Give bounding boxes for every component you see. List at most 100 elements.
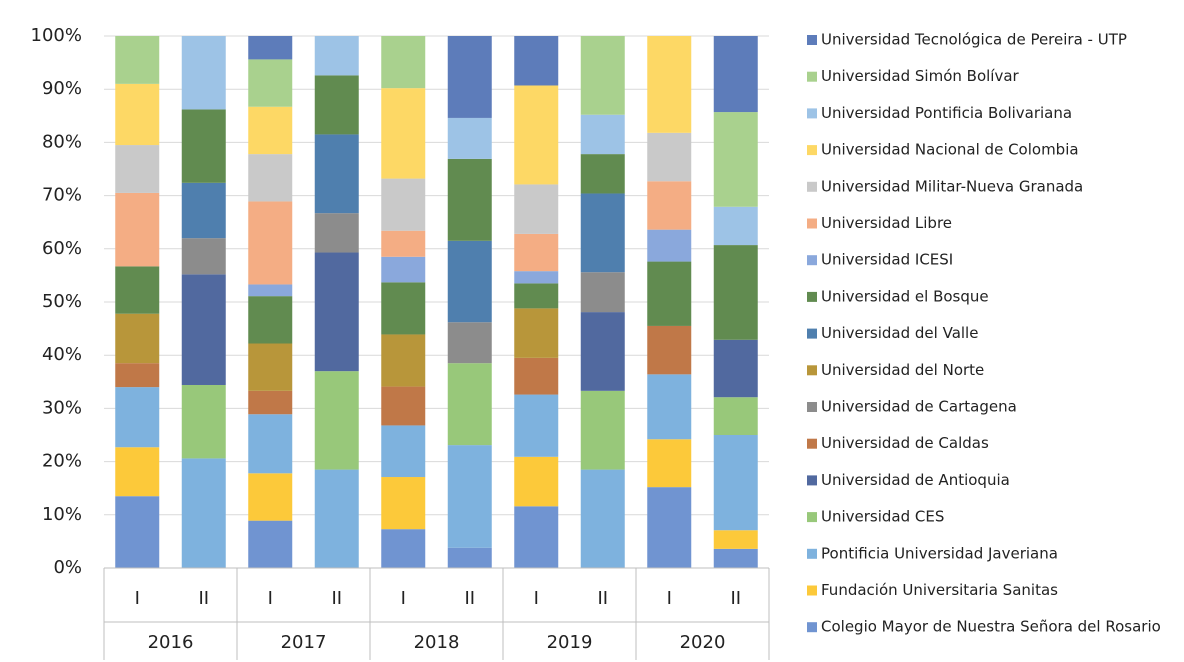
bar-segment [115,496,160,568]
legend-label: Universidad Libre [821,214,952,232]
x-tick-label: I [667,588,672,609]
y-tick-label: 50% [42,291,82,312]
bar-segment [248,343,293,391]
bar-segment [580,36,625,115]
bar-segment [580,193,625,273]
group-label: 2018 [414,632,460,653]
bar-segment [713,206,758,246]
legend-label: Universidad Militar-Nueva Granada [821,177,1083,195]
y-tick-label: 10% [42,504,82,525]
bar-segment [115,387,160,448]
bar-segment [647,325,692,375]
bar-segment [580,154,625,194]
bar-segment [314,469,359,568]
bar-segment [447,547,492,568]
legend-label: Universidad de Caldas [821,434,989,452]
bar-segment [514,357,559,395]
bar-segment [181,274,226,385]
bar-segment [647,261,692,326]
group-label: 2017 [281,632,327,653]
bar-segment [248,296,293,344]
x-tick-label: II [730,588,741,609]
legend-label: Universidad ICESI [821,251,953,269]
bar-segment [647,36,692,133]
bar-segment [514,506,559,568]
bar-segment [514,394,559,457]
bar-segment [381,477,426,530]
legend-swatch [807,255,817,266]
bar-segment [115,363,160,388]
legend-label: Universidad de Antioquia [821,471,1010,489]
bar-segment [447,158,492,241]
bar-segment [115,145,160,193]
legend-swatch [807,585,817,596]
bar-segment [314,371,359,470]
x-tick-label: I [401,588,406,609]
bar-segment [181,36,226,110]
legend-label: Universidad Nacional de Colombia [821,141,1079,159]
bar-segment [580,390,625,470]
bar-segment [713,36,758,113]
bar-segment [514,233,559,272]
bar-segment [381,334,426,387]
y-tick-label: 30% [42,397,82,418]
legend-swatch [807,181,817,192]
bar-segment [580,272,625,313]
bar-segment [647,439,692,488]
bar-segment [580,312,625,391]
y-tick-label: 40% [42,344,82,365]
bar-segment [248,390,293,415]
legend-swatch [807,512,817,523]
bar-segment [713,397,758,435]
bar-segment [381,425,426,478]
legend-swatch [807,365,817,376]
bar-segment [115,36,160,84]
bar-segment [381,529,426,568]
x-tick-label: I [268,588,273,609]
bar-segment [248,520,293,568]
bar-segment [713,112,758,207]
x-tick-label: II [198,588,209,609]
legend-swatch [807,548,817,559]
x-tick-label: I [534,588,539,609]
bar-segment [314,36,359,76]
legend-swatch [807,475,817,486]
bar-segment [647,181,692,230]
bar-segment [181,384,226,459]
bar-segment [447,117,492,159]
bar-segment [248,201,293,285]
legend-swatch [807,71,817,82]
bar-segment [248,106,293,155]
bar-segment [381,36,426,89]
y-tick-label: 80% [42,131,82,152]
bar-segment [447,36,492,118]
y-tick-label: 20% [42,451,82,472]
bar-segment [514,271,559,284]
x-tick-label: II [331,588,342,609]
legend-swatch [807,35,817,45]
bar-segment [514,36,559,86]
bar-segment [115,447,160,497]
legend-label: Universidad Simón Bolívar [821,67,1020,85]
bar-segment [580,114,625,155]
bar-segment [647,229,692,262]
bar-segment [647,487,692,568]
legend-swatch [807,438,817,449]
bar-segment [713,245,758,340]
bar-segment [314,134,359,214]
bar-segment [713,530,758,549]
y-tick-label: 0% [53,557,82,578]
bar-segment [115,83,160,146]
legend-label: Universidad Tecnológica de Pereira - UTP [821,31,1127,49]
y-tick-label: 60% [42,238,82,259]
bar-segment [447,240,492,323]
bar-segment [115,266,160,314]
bar-segment [713,435,758,531]
bar-segment [647,374,692,440]
bar-segment [514,456,559,507]
bar-segment [514,308,559,358]
bar-segment [381,386,426,426]
bar-segment [248,473,293,521]
legend-label: Universidad del Valle [821,324,978,342]
bar-segment [181,238,226,275]
